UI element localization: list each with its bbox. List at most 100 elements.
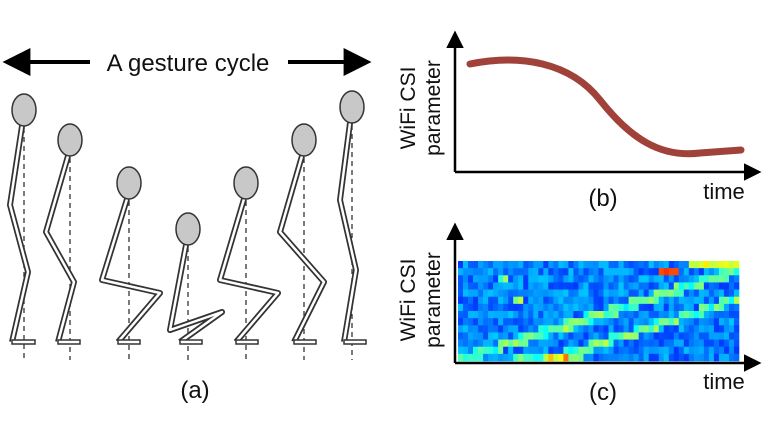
- heatmap-cell: [733, 311, 740, 319]
- panel-c-heatmap: [458, 261, 740, 362]
- heatmap-cell: [513, 339, 519, 348]
- heatmap-cell: [733, 339, 740, 348]
- heatmap-cell: [703, 303, 710, 312]
- heatmap-cell: [518, 296, 524, 305]
- heatmap-cell: [723, 261, 730, 269]
- heatmap-cell: [613, 289, 619, 298]
- heatmap-cell: [458, 332, 464, 340]
- heatmap-cell: [503, 339, 509, 348]
- heatmap-cell: [673, 332, 680, 340]
- heatmap-cell: [538, 311, 544, 319]
- heatmap-cell: [518, 318, 524, 326]
- heatmap-cell: [628, 311, 634, 319]
- figure-limb-outline: [217, 198, 281, 344]
- heatmap-cell: [633, 318, 639, 326]
- heatmap-cell: [678, 339, 685, 348]
- heatmap-cell: [598, 325, 604, 333]
- heatmap-cell: [483, 275, 489, 283]
- heatmap-cell: [568, 303, 574, 312]
- heatmap-cell: [473, 289, 479, 298]
- heatmap-cell: [548, 303, 554, 312]
- heatmap-cell: [473, 296, 479, 305]
- heatmap-cell: [683, 311, 690, 319]
- heatmap-cell: [458, 282, 464, 290]
- heatmap-cell: [568, 296, 574, 305]
- heatmap-cell: [538, 318, 544, 326]
- heatmap-cell: [533, 289, 539, 298]
- heatmap-cell: [628, 346, 634, 355]
- heatmap-cell: [623, 261, 629, 269]
- heatmap-cell: [578, 268, 584, 276]
- heatmap-cell: [648, 282, 654, 290]
- panel-c-xlabel: time: [703, 369, 745, 394]
- figure-limb-inner: [168, 244, 224, 344]
- heatmap-cell: [728, 332, 735, 340]
- heatmap-cell: [543, 296, 549, 305]
- heatmap-cell: [678, 289, 685, 298]
- heatmap-cell: [608, 303, 614, 312]
- heatmap-cell: [613, 332, 619, 340]
- heatmap-cell: [553, 353, 559, 362]
- heatmap-cell: [518, 353, 524, 362]
- heatmap-cell: [578, 353, 584, 362]
- heatmap-cell: [468, 325, 474, 333]
- heatmap-cell: [533, 332, 539, 340]
- heatmap-cell: [653, 282, 660, 290]
- heatmap-cell: [668, 353, 675, 362]
- heatmap-cell: [508, 282, 514, 290]
- heatmap-cell: [528, 303, 534, 312]
- heatmap-cell: [623, 268, 629, 276]
- heatmap-cell: [683, 261, 690, 269]
- heatmap-cell: [673, 353, 680, 362]
- heatmap-cell: [578, 282, 584, 290]
- squat-figure-2: [43, 123, 83, 360]
- heatmap-cell: [733, 261, 740, 269]
- heatmap-cell: [458, 339, 464, 348]
- heatmap-cell: [678, 325, 685, 333]
- heatmap-cell: [693, 346, 700, 355]
- heatmap-cell: [538, 325, 544, 333]
- panel-c-caption: (c): [589, 379, 617, 406]
- heatmap-cell: [628, 332, 634, 340]
- heatmap-cell: [593, 346, 599, 355]
- heatmap-cell: [478, 282, 484, 290]
- heatmap-cell: [648, 318, 654, 326]
- heatmap-cell: [593, 282, 599, 290]
- heatmap-cell: [618, 318, 624, 326]
- heatmap-cell: [608, 311, 614, 319]
- heatmap-cell: [543, 303, 549, 312]
- heatmap-cell: [533, 268, 539, 276]
- heatmap-cell: [478, 332, 484, 340]
- heatmap-cell: [463, 353, 469, 362]
- heatmap-cell: [533, 325, 539, 333]
- heatmap-cell: [598, 296, 604, 305]
- heatmap-cell: [703, 318, 710, 326]
- heatmap-cell: [543, 289, 549, 298]
- heatmap-cell: [633, 353, 639, 362]
- heatmap-cell: [653, 275, 660, 283]
- heatmap-cell: [463, 261, 469, 269]
- heatmap-cell: [528, 282, 534, 290]
- heatmap-cell: [473, 339, 479, 348]
- heatmap-cell: [628, 289, 634, 298]
- heatmap-cell: [718, 353, 725, 362]
- heatmap-cell: [478, 325, 484, 333]
- heatmap-cell: [703, 325, 710, 333]
- heatmap-cell: [563, 325, 569, 333]
- heatmap-cell: [618, 339, 624, 348]
- heatmap-cell: [688, 318, 695, 326]
- heatmap-cell: [518, 346, 524, 355]
- heatmap-cell: [643, 268, 649, 276]
- heatmap-cell: [548, 275, 554, 283]
- heatmap-cell: [493, 332, 499, 340]
- heatmap-cell: [723, 296, 730, 305]
- heatmap-cell: [563, 282, 569, 290]
- heatmap-cell: [503, 268, 509, 276]
- heatmap-cell: [548, 311, 554, 319]
- heatmap-cell: [628, 303, 634, 312]
- heatmap-cell: [553, 282, 559, 290]
- heatmap-cell: [668, 282, 675, 290]
- heatmap-cell: [558, 353, 564, 362]
- heatmap-cell: [593, 275, 599, 283]
